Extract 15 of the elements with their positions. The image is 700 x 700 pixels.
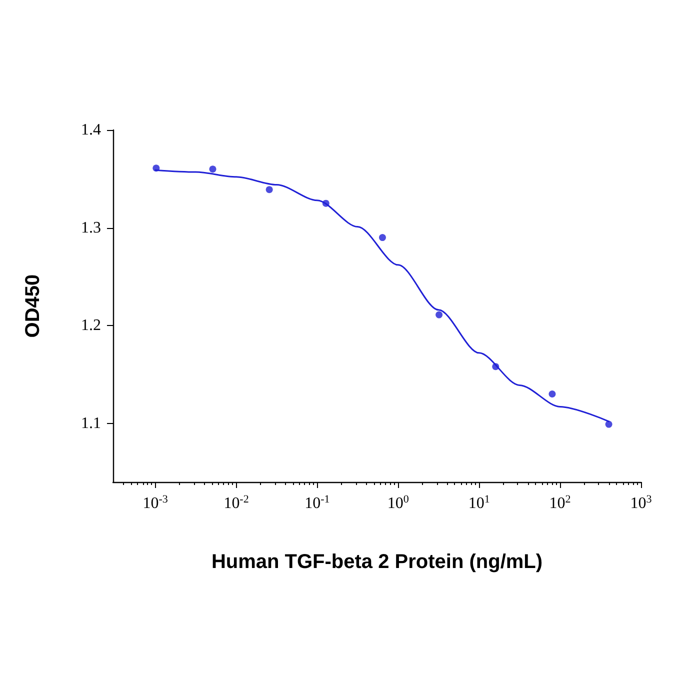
point <box>209 166 216 173</box>
point <box>436 311 443 318</box>
point <box>322 200 330 207</box>
point <box>266 186 273 194</box>
y-tick-label: 1.4 <box>81 122 101 138</box>
y-axis-title: OD450 <box>22 274 44 338</box>
point <box>492 363 500 370</box>
point <box>548 390 556 398</box>
point <box>152 164 160 172</box>
y-tick-label: 1.1 <box>81 414 101 432</box>
y-tick-label: 1.2 <box>81 317 101 334</box>
point <box>605 420 612 428</box>
y-tick-label: 1.3 <box>81 219 101 236</box>
x-axis-title: Human TGF-beta 2 Protein (ng/mL) <box>211 551 543 573</box>
point <box>378 234 386 242</box>
